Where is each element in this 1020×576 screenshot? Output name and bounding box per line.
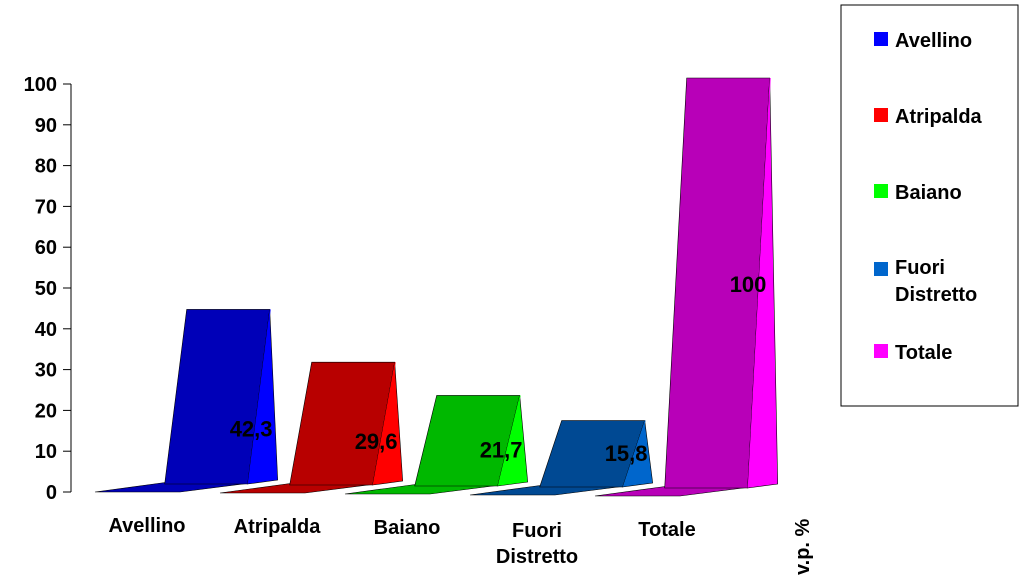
legend-item: Avellino (874, 30, 972, 52)
data-label: 29,6 (355, 429, 398, 454)
y-axis: 0 10 20 30 40 50 60 70 80 90 100 (24, 74, 72, 504)
category-label-line2: Distretto (496, 546, 578, 568)
y-tick-label: 40 (35, 319, 57, 341)
bar-3 (344, 395, 529, 495)
legend-item: Atripalda (874, 106, 983, 128)
legend-label: Totale (895, 342, 952, 364)
legend-label-line2: Distretto (895, 284, 977, 306)
data-label: 21,7 (480, 438, 523, 463)
y-tick-label: 10 (35, 441, 57, 463)
category-label: Totale (638, 519, 695, 541)
legend-item: Totale (874, 342, 952, 364)
bar-side-edge (247, 309, 271, 484)
bar-5 (594, 77, 779, 497)
bar-2 (219, 361, 404, 494)
bar-side-edge (747, 78, 771, 488)
y-tick-label: 80 (35, 156, 57, 178)
y-tick-label: 100 (24, 74, 57, 96)
bar-1 (94, 309, 279, 493)
depth-axis-label: v.p. % (792, 518, 814, 575)
legend-swatch (874, 262, 888, 276)
data-label: 42,3 (230, 416, 273, 441)
y-tick-label: 0 (46, 482, 57, 504)
bar-side-edge (497, 395, 521, 486)
data-label: 100 (730, 272, 767, 297)
legend-swatch (874, 184, 888, 198)
data-labels: 42,3 29,6 21,7 15,8 100 (230, 272, 767, 466)
bar-side-edge (622, 420, 646, 487)
y-tick-label: 20 (35, 400, 57, 422)
category-label: Fuori (512, 520, 562, 542)
bar-side-edge (372, 362, 396, 485)
category-label: Atripalda (234, 516, 322, 538)
legend-item: Baiano (874, 182, 962, 204)
y-tick-label: 60 (35, 237, 57, 259)
y-tick-label: 90 (35, 115, 57, 137)
legend: Avellino Atripalda Baiano Fuori Distretto Tot… (840, 4, 1019, 407)
y-tick-label: 70 (35, 196, 57, 218)
data-label: 15,8 (605, 441, 648, 466)
bar-4 (469, 420, 654, 496)
legend-label: Baiano (895, 182, 962, 204)
y-tick-label: 50 (35, 278, 57, 300)
legend-label: Atripalda (895, 106, 983, 128)
category-label: Avellino (108, 515, 185, 537)
legend-label: Avellino (895, 30, 972, 52)
y-tick-label: 30 (35, 360, 57, 382)
legend-box (840, 4, 1019, 407)
bars (94, 77, 779, 497)
legend-swatch (874, 32, 888, 46)
legend-swatch (874, 108, 888, 122)
category-label: Baiano (374, 517, 441, 539)
legend-item: Fuori Distretto (874, 257, 977, 306)
legend-swatch (874, 344, 888, 358)
legend-label: Fuori (895, 257, 945, 279)
category-labels: Avellino Atripalda Baiano Fuori Distretto Tot… (108, 515, 695, 568)
